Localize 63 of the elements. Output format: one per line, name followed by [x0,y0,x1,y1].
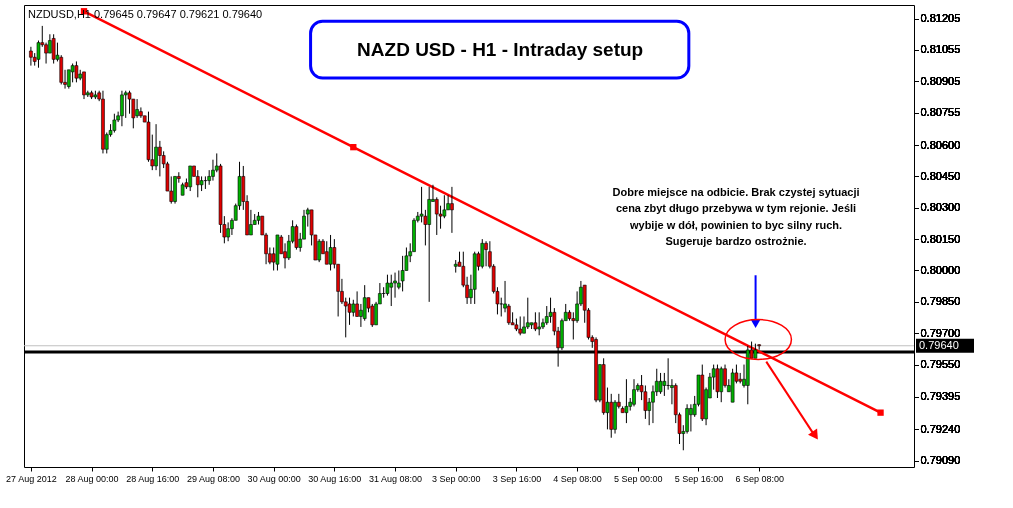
x-tick-label: 28 Aug 00:00 [65,473,119,484]
candlestick [294,224,299,251]
text: NAZD USD - H1 - Intraday setup [357,38,644,60]
y-tick-label: 0.79850 [920,295,961,308]
x-tick-label: 3 Sep 00:00 [431,473,481,484]
candlestick [525,297,530,330]
x-tick-label: 6 Sep 08:00 [735,473,784,484]
x-tick-label: 31 Aug 08:00 [369,473,423,484]
y-tick-label: 0.80905 [920,74,961,87]
candlestick [51,33,56,65]
annotation: NZDUSD,H1 0.79645 0.79647 0.79621 0.79640 [28,8,263,20]
x-tick-label: 27 Aug 2012 [6,473,57,484]
candlestick [127,90,132,115]
candlestick [82,71,86,100]
candlestick [29,46,33,67]
y-tick-label: 0.81055 [920,43,961,56]
candlestick [195,169,200,198]
annotation: Dobre miejsce na odbicie. Brak czystej sytuacji cena zbyt długo przebywa w tym rejonie. Jeśli wybije w dół, powinien to byc silny ruch. Sugeruje bardzo ostrożnie. [612,185,860,248]
x-tick-label: 3 Sep 16:00 [492,473,542,484]
candlestick [537,311,541,336]
y-tick-label: 0.80150 [920,232,961,245]
candlestick [139,106,143,119]
y-tick-label: 0.79395 [920,390,961,403]
y-tick-label: 0.81205 [920,12,961,25]
point [350,143,357,151]
candlestick [518,315,523,336]
candlestick [480,238,485,269]
ref-line-label: 0.79640 [919,338,959,351]
x-tick-label: 28 Aug 16:00 [126,473,180,484]
candlestick [328,234,333,271]
candlestick [70,63,75,83]
candlestick [120,90,124,127]
x-tick-label: 30 Aug 00:00 [247,473,301,484]
y-tick-label: 0.80000 [920,263,961,276]
candlestick [658,372,663,395]
candlestick [158,140,162,177]
y-tick-label: 0.80300 [920,201,961,214]
y-tick-label: 0.79550 [920,358,961,371]
y-tick-label: 0.79700 [920,326,961,339]
candlestick [689,403,693,432]
candlestick [484,240,488,267]
y-tick-label: 0.79240 [920,422,961,435]
x-tick-label: 30 Aug 16:00 [308,473,362,484]
y-tick-label: 0.79090 [920,454,961,467]
candlestick [400,255,405,292]
x-tick-label: 5 Sep 16:00 [674,473,724,484]
candlestick [632,378,636,407]
candlestick [135,98,139,119]
candlestick [719,366,724,403]
y-tick-label: 0.80450 [920,169,961,182]
x-tick-label: 4 Sep 08:00 [553,473,602,484]
x-tick-label: 5 Sep 00:00 [614,473,663,484]
candlestick [450,186,454,234]
candlestick [317,238,321,263]
candlestick [389,274,394,307]
x-tick-label: 29 Aug 08:00 [186,473,240,484]
candlestick [434,196,439,236]
candlestick [715,364,720,399]
candlestick [226,221,230,242]
y-tick-label: 0.80600 [920,138,961,151]
point [877,409,884,416]
y-tick-label: 0.80755 [920,106,961,119]
candlestick [723,364,727,389]
